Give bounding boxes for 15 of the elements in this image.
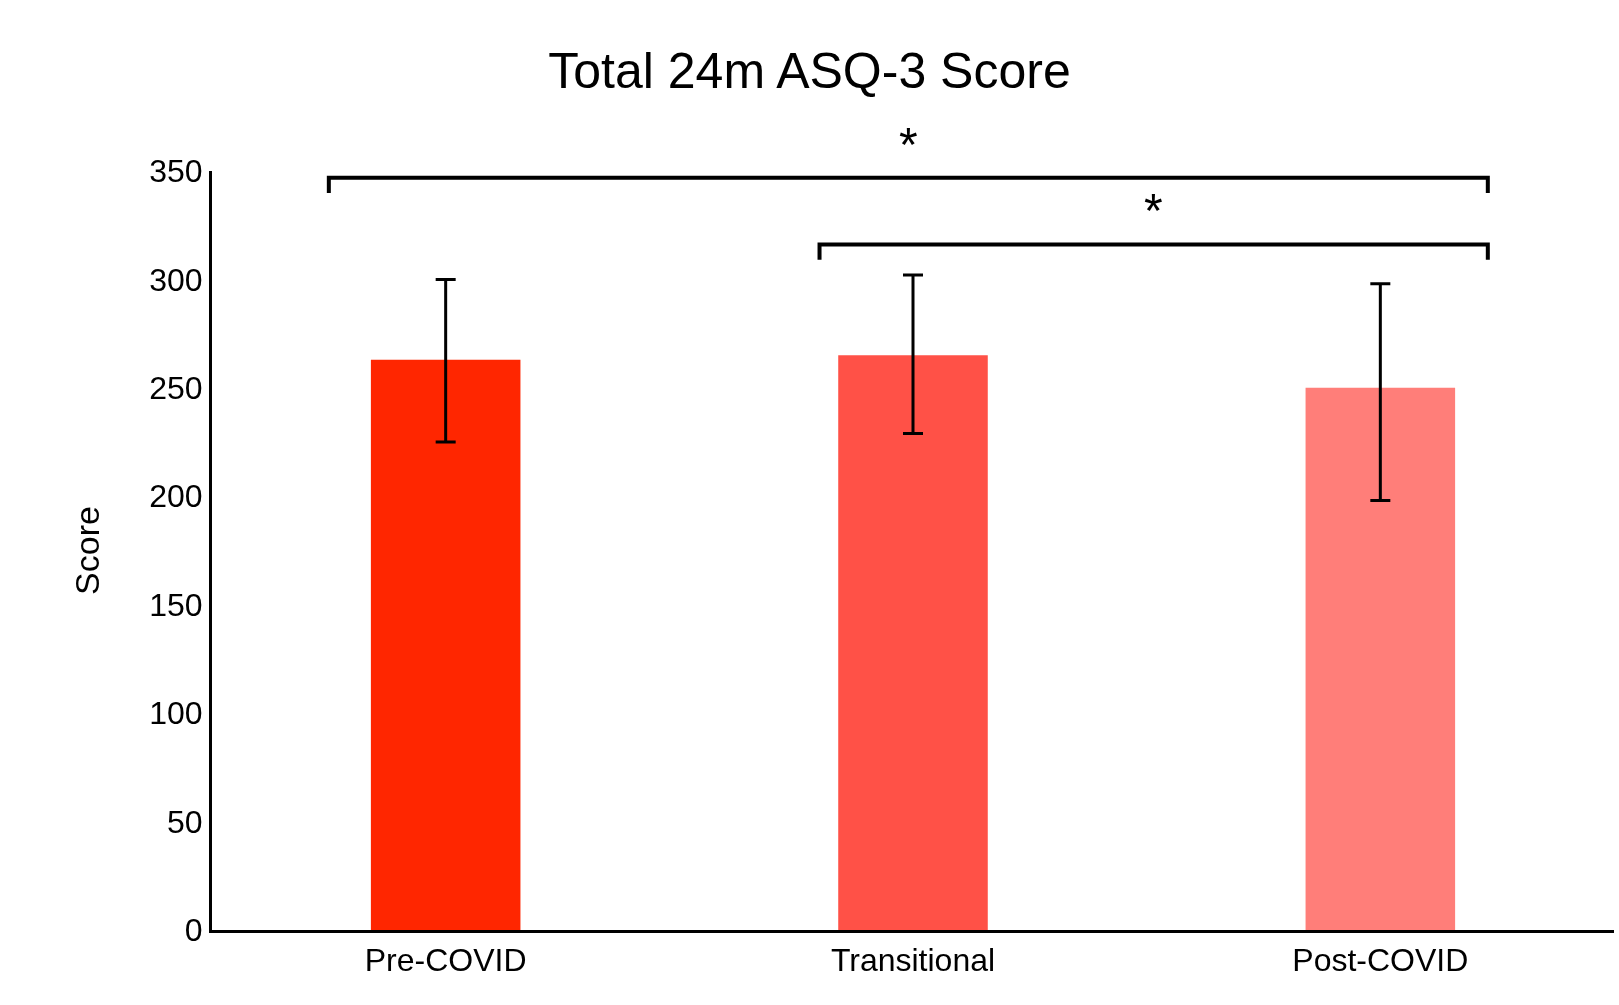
y-tick-label: 250 — [149, 370, 203, 407]
y-tick-label: 350 — [149, 153, 203, 190]
y-tick-label: 300 — [149, 261, 203, 298]
y-tick-label: 100 — [149, 695, 203, 732]
x-tick-label: Post-COVID — [1292, 942, 1469, 979]
y-tick-label: 0 — [184, 912, 203, 949]
x-tick-label: Pre-COVID — [364, 942, 527, 979]
y-tick-label: 50 — [167, 803, 203, 840]
x-tick-label: Transitional — [830, 942, 996, 979]
y-tick-label: 200 — [149, 478, 203, 515]
annotation: * — [899, 118, 918, 171]
y-axis-title: Score — [67, 506, 106, 595]
y-tick-label: 150 — [149, 586, 203, 623]
chart-title: Total 24m ASQ-3 Score — [548, 42, 1071, 99]
annotation: * — [1144, 184, 1163, 237]
